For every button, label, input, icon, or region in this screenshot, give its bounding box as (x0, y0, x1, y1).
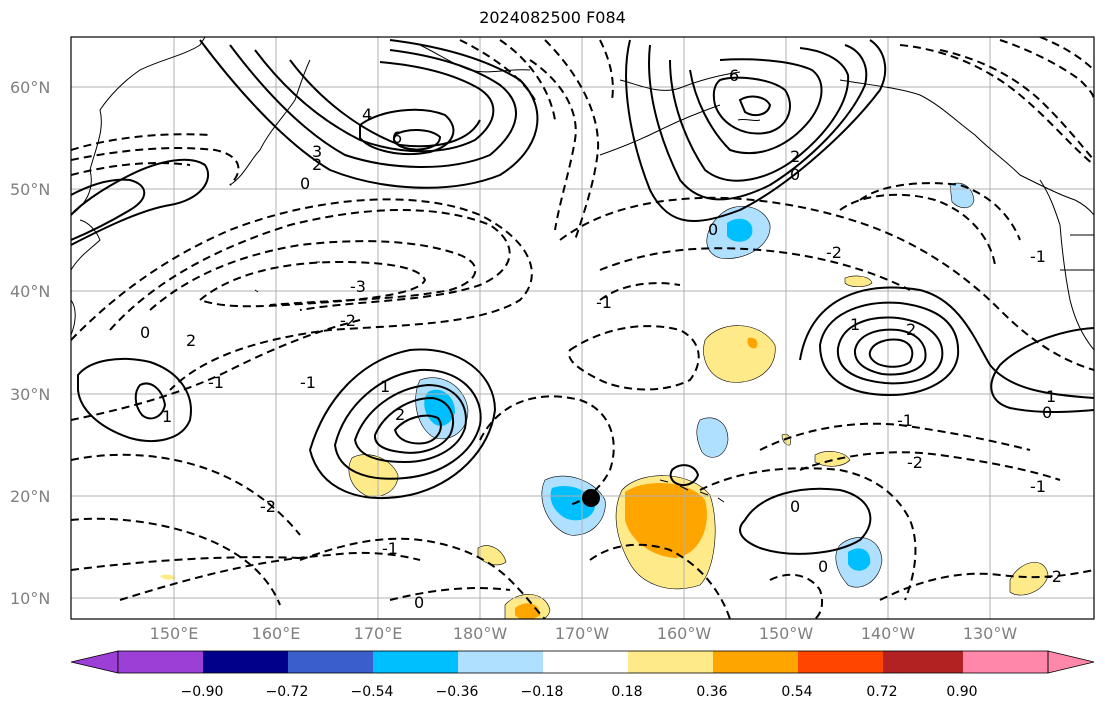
contour-label: 2 (186, 331, 196, 350)
contour-label: -2 (340, 311, 356, 330)
contour-label: 0 (790, 497, 800, 516)
contour-label: 2 (790, 147, 800, 166)
contour-label: 1 (850, 315, 860, 334)
lon-label-150e: 150°E (149, 624, 199, 643)
dashed-contours (71, 37, 1094, 619)
shaded-anomalies (160, 182, 1049, 619)
contour-label: 4 (362, 105, 372, 124)
colorbar (70, 650, 1095, 674)
contour-labels: 6 4 3 2 0 6 2 0 -3 -2 -1 0 1 2 -1 2 1 -2… (140, 66, 1062, 612)
contour-label: 6 (729, 66, 739, 85)
contour-label: -1 (1030, 477, 1046, 496)
colorbar-segment (798, 651, 883, 673)
colorbar-segment (543, 651, 628, 673)
lat-label-60n: 60°N (10, 78, 51, 97)
contour-label: -1 (897, 411, 913, 430)
contour-label: -1 (300, 373, 316, 392)
map-frame (70, 36, 1095, 620)
colorbar-segment (628, 651, 713, 673)
contour-label: -2 (907, 453, 923, 472)
lat-label-20n: 20°N (10, 487, 51, 506)
colorbar-tick-label: −0.90 (180, 684, 224, 700)
contour-label: -1 (382, 539, 398, 558)
colorbar-tick-label: 0.90 (946, 684, 978, 700)
contour-label: -1 (596, 293, 612, 312)
colorbar-segment (288, 651, 373, 673)
contour-label: 0 (414, 593, 424, 612)
colorbar-segment (458, 651, 543, 673)
lat-label-10n: 10°N (10, 589, 51, 608)
colorbar-segment (883, 651, 963, 673)
colorbar-tick-label: 0.72 (866, 684, 898, 700)
contour-label: 3 (312, 142, 322, 161)
graticule (71, 37, 1094, 619)
contour-label: 1 (162, 407, 172, 426)
colorbar-tick-label: −0.54 (350, 684, 394, 700)
colorbar-extend-low (70, 650, 119, 674)
contour-label: -3 (350, 277, 366, 296)
center-marker (582, 489, 600, 507)
colorbar-segment (203, 651, 288, 673)
lon-label-180w: 180°W (452, 624, 508, 643)
solid-contours (71, 39, 1094, 555)
colorbar-segment (373, 651, 458, 673)
contour-label: 0 (818, 557, 828, 576)
colorbar-tick-label: −0.36 (435, 684, 479, 700)
lon-label-140w: 140°W (860, 624, 916, 643)
lat-label-40n: 40°N (10, 282, 51, 301)
lon-label-130w: 130°W (962, 624, 1018, 643)
contour-label: -2 (1046, 567, 1062, 586)
contour-label: 0 (1042, 403, 1052, 422)
lon-label-160w: 160°W (656, 624, 712, 643)
contour-label: 0 (140, 323, 150, 342)
colorbar-segment (118, 651, 203, 673)
colorbar-segment (963, 651, 1048, 673)
map-plot-area: 6 4 3 2 0 6 2 0 -3 -2 -1 0 1 2 -1 2 1 -2… (71, 37, 1094, 619)
contour-label: 6 (392, 128, 402, 147)
contour-label: -2 (826, 243, 842, 262)
contour-label: 2 (395, 405, 405, 424)
contour-label: 1 (1046, 387, 1056, 406)
colorbar-tick-label: −0.18 (520, 684, 564, 700)
lat-label-50n: 50°N (10, 180, 51, 199)
map-title: 2024082500 F084 (479, 8, 626, 27)
contour-label: -1 (208, 373, 224, 392)
colorbar-tick-label: 0.54 (781, 684, 813, 700)
lat-label-30n: 30°N (10, 385, 51, 404)
contour-label: 0 (300, 174, 310, 193)
lon-label-170e: 170°E (353, 624, 403, 643)
contour-label: -2 (260, 497, 276, 516)
contour-label: 1 (380, 377, 390, 396)
lon-label-170w: 170°W (554, 624, 610, 643)
lon-label-150w: 150°W (758, 624, 814, 643)
contour-label: 0 (708, 220, 718, 239)
contour-label: 2 (906, 320, 916, 339)
colorbar-tick-label: 0.18 (611, 684, 643, 700)
contour-label: 2 (312, 155, 322, 174)
contour-label: 0 (790, 165, 800, 184)
colorbar-extend-high (1047, 650, 1095, 674)
colorbar-segment (713, 651, 798, 673)
contour-label: -1 (1030, 247, 1046, 266)
lon-label-160e: 160°E (251, 624, 301, 643)
colorbar-tick-label: 0.36 (696, 684, 728, 700)
colorbar-tick-label: −0.72 (265, 684, 309, 700)
